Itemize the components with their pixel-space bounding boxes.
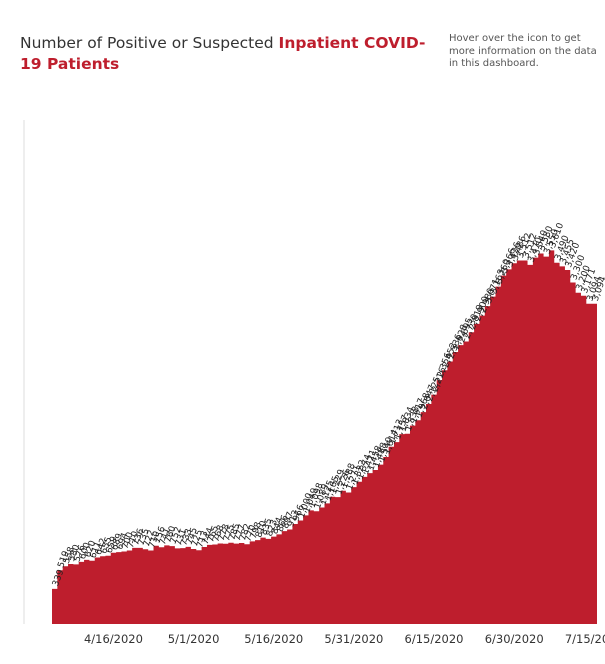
chart-title-highlight: Inpatient COVID-19 Patients: [20, 34, 426, 73]
x-tick-label: 6/15/2020: [405, 632, 464, 646]
x-tick-label: 5/31/2020: [324, 632, 383, 646]
x-tick-label: 5/1/2020: [168, 632, 220, 646]
x-axis-ticks: 4/16/2020 5/1/2020 5/16/2020 5/31/2020 6/15/…: [84, 632, 605, 646]
info-note: Hover over the icon to get more informat…: [449, 33, 597, 69]
x-tick-label: 5/16/2020: [244, 632, 303, 646]
x-tick-label: 6/30/2020: [485, 632, 544, 646]
chart-title-prefix: Number of Positive or Suspected: [20, 34, 279, 52]
chart-title: Number of Positive or Suspected Inpatien…: [20, 33, 440, 75]
x-tick-label: 4/16/2020: [84, 632, 143, 646]
area-series[interactable]: [52, 250, 597, 624]
x-tick-label: 7/15/2020: [565, 632, 605, 646]
